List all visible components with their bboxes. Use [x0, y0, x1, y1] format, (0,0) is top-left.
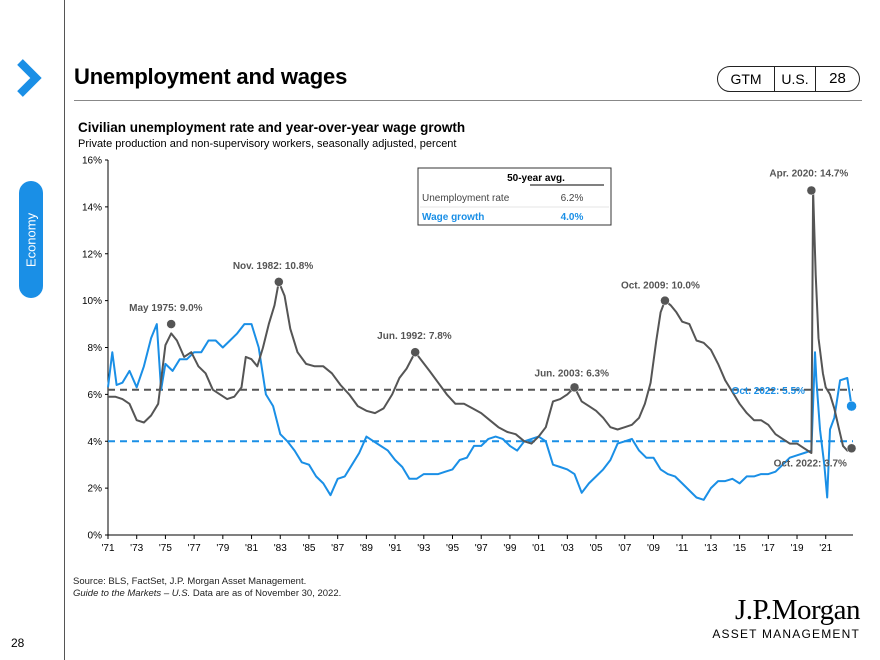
avg-table-row-unemployment-value: 6.2%	[561, 193, 584, 204]
x-tick-label: '17	[762, 543, 775, 554]
chart-subtitle: Private production and non-supervisory w…	[78, 138, 457, 150]
page-title: Unemployment and wages	[74, 64, 348, 89]
data-as-of-line: Guide to the Markets – U.S. Data are as …	[73, 588, 341, 600]
y-tick-label: 16%	[82, 156, 102, 167]
logo-subline: ASSET MANAGEMENT	[712, 627, 860, 641]
x-tick-label: '91	[389, 543, 402, 554]
x-tick-label: '95	[446, 543, 459, 554]
series-layer	[107, 189, 853, 501]
logo-wordmark: J.P.Morgan	[735, 594, 860, 626]
x-tick-label: '15	[733, 543, 746, 554]
y-tick-label: 0%	[88, 531, 103, 542]
x-tick-label: '93	[417, 543, 430, 554]
source-line: Source: BLS, FactSet, J.P. Morgan Asset …	[73, 576, 307, 587]
avg-table-row-wages-label: Wage growth	[422, 212, 484, 223]
annotation-marker	[846, 443, 857, 454]
annotation-marker	[846, 400, 857, 412]
data-as-of: Data are as of November 30, 2022.	[190, 588, 342, 599]
annotation-marker	[569, 382, 580, 393]
page-number: 28	[11, 636, 25, 650]
jpmorgan-logo: J.P.Morgan ASSET MANAGEMENT	[712, 595, 860, 641]
annotation-marker	[660, 295, 670, 306]
badge-gtm: GTM	[718, 67, 775, 91]
x-tick-label: '83	[274, 543, 287, 554]
chart-title: Civilian unemployment rate and year-over…	[78, 120, 466, 135]
annotation-layer: May 1975: 9.0% Nov. 1982: 10.8% Jun. 1992:…	[129, 168, 857, 469]
x-tick-label: '75	[159, 543, 172, 554]
chart-axes: 0% 2% 4% 6% 8% 10% 12% 14% 16% '71 '73 '75 '77 '79 '81…	[82, 156, 853, 554]
x-tick-label: '09	[647, 543, 660, 554]
badge-region: U.S.	[775, 67, 816, 91]
x-tick-label: '21	[819, 543, 832, 554]
left-rule	[64, 0, 65, 660]
annotation-label: Apr. 2020: 14.7%	[769, 168, 848, 179]
x-tick-label: '99	[503, 543, 516, 554]
chevron-right-icon[interactable]	[14, 58, 44, 98]
x-tick-label: '97	[475, 543, 488, 554]
y-tick-label: 4%	[88, 437, 103, 448]
x-tick-label: '79	[216, 543, 229, 554]
y-tick-label: 10%	[82, 296, 102, 307]
annotation-label: Jun. 1992: 7.8%	[377, 331, 452, 342]
x-tick-label: '77	[188, 543, 201, 554]
avg-table-row-unemployment-label: Unemployment rate	[422, 193, 510, 204]
y-tick-label: 12%	[82, 249, 102, 260]
x-tick-label: '85	[302, 543, 315, 554]
section-tab-economy[interactable]: Economy	[19, 181, 43, 298]
unemployment-line	[108, 189, 853, 454]
wage-growth-line	[107, 323, 853, 501]
avg-table-header: 50-year avg.	[507, 173, 565, 184]
x-tick-label: '11	[676, 543, 689, 554]
x-tick-label: '89	[360, 543, 373, 554]
x-tick-label: '05	[590, 543, 603, 554]
annotation-label: May 1975: 9.0%	[129, 303, 202, 314]
y-tick-label: 8%	[88, 343, 103, 354]
y-tick-label: 6%	[88, 390, 103, 401]
x-tick-label: '03	[561, 543, 574, 554]
x-tick-label: '71	[101, 543, 114, 554]
y-tick-label: 14%	[82, 202, 102, 213]
x-tick-label: '13	[704, 543, 717, 554]
source-note: Source: BLS, FactSet, J.P. Morgan Asset …	[73, 576, 341, 600]
annotation-marker	[806, 185, 817, 196]
x-tick-label: '87	[331, 543, 344, 554]
annotation-label: Nov. 1982: 10.8%	[233, 261, 314, 272]
x-tick-label: '07	[618, 543, 631, 554]
annotation-marker	[410, 347, 420, 357]
x-tick-label: '73	[130, 543, 143, 554]
x-tick-label: '81	[245, 543, 258, 554]
annotation-label: Oct. 2022: 5.5%	[732, 386, 805, 397]
avg-table-row-wages-value: 4.0%	[561, 212, 584, 223]
page-badge: GTM U.S. 28	[717, 66, 860, 92]
annotation-label: Oct. 2022: 3.7%	[774, 458, 847, 469]
guide-title: Guide to the Markets – U.S.	[73, 588, 191, 599]
avg-table: 50-year avg. Unemployment rate 6.2% Wage…	[417, 167, 612, 226]
annotation-label: Jun. 2003: 6.3%	[535, 368, 610, 379]
x-tick-label: '01	[532, 543, 545, 554]
annotation-label: Oct. 2009: 10.0%	[621, 281, 700, 292]
x-tick-label: '19	[790, 543, 803, 554]
title-divider	[74, 100, 862, 101]
average-lines	[108, 388, 853, 443]
badge-page: 28	[829, 70, 846, 87]
annotation-marker	[274, 277, 284, 287]
annotation-marker	[166, 319, 176, 329]
y-tick-label: 2%	[88, 484, 103, 495]
